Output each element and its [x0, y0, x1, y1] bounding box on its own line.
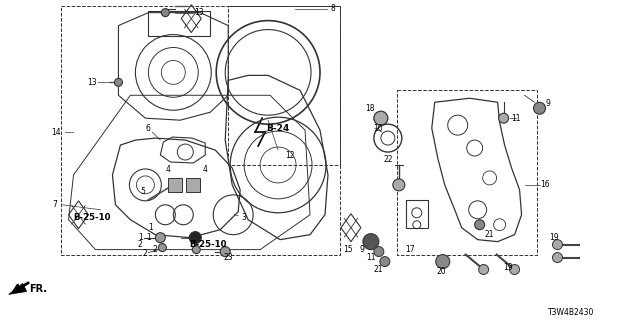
Text: B-24: B-24 — [266, 124, 290, 132]
Circle shape — [158, 244, 166, 252]
Text: 6: 6 — [146, 124, 151, 132]
Circle shape — [479, 265, 488, 275]
Text: 1: 1 — [148, 223, 153, 232]
Text: 11: 11 — [511, 114, 520, 123]
Text: 19: 19 — [550, 233, 559, 242]
Text: 11: 11 — [366, 253, 376, 262]
Text: 2: 2 — [142, 249, 147, 258]
Text: 15: 15 — [343, 245, 353, 254]
Text: B-25-10: B-25-10 — [74, 213, 111, 222]
Circle shape — [374, 247, 384, 257]
Circle shape — [552, 252, 563, 262]
Circle shape — [156, 233, 165, 243]
Circle shape — [499, 113, 509, 123]
Circle shape — [192, 246, 200, 253]
Circle shape — [509, 265, 520, 275]
Text: 17: 17 — [405, 245, 415, 254]
Circle shape — [534, 102, 545, 114]
Text: 1: 1 — [138, 233, 143, 242]
Text: 4: 4 — [203, 165, 208, 174]
Text: 9: 9 — [545, 99, 550, 108]
Text: 9: 9 — [360, 245, 364, 254]
Circle shape — [115, 78, 122, 86]
Circle shape — [393, 179, 405, 191]
Text: 2: 2 — [153, 245, 157, 254]
Text: 20: 20 — [437, 267, 447, 276]
Polygon shape — [9, 284, 27, 294]
Bar — [406, 200, 428, 228]
Circle shape — [552, 240, 563, 250]
Circle shape — [161, 9, 170, 17]
Text: 22: 22 — [383, 156, 392, 164]
Text: FR.: FR. — [29, 284, 47, 294]
Bar — [148, 11, 210, 36]
Text: 8: 8 — [331, 4, 335, 13]
Bar — [168, 178, 182, 192]
Text: 13: 13 — [195, 8, 204, 17]
Text: 21: 21 — [485, 230, 494, 239]
Circle shape — [189, 232, 201, 244]
Text: 5: 5 — [140, 188, 145, 196]
Text: 4: 4 — [166, 165, 171, 174]
Text: 14: 14 — [51, 128, 60, 137]
Circle shape — [363, 234, 379, 250]
Text: B-25-10: B-25-10 — [189, 240, 227, 249]
Text: 12: 12 — [285, 150, 295, 160]
Text: 2: 2 — [137, 240, 142, 249]
Circle shape — [374, 111, 388, 125]
Text: 13: 13 — [88, 78, 97, 87]
Text: 16: 16 — [541, 180, 550, 189]
Circle shape — [220, 247, 230, 257]
Text: 18: 18 — [365, 104, 374, 113]
Text: 1: 1 — [146, 233, 151, 242]
Text: 7: 7 — [52, 200, 57, 209]
Text: 10: 10 — [373, 124, 383, 132]
Circle shape — [380, 257, 390, 267]
Circle shape — [475, 220, 484, 230]
Text: T3W4B2430: T3W4B2430 — [548, 308, 595, 317]
Text: 23: 23 — [223, 253, 233, 262]
Circle shape — [436, 255, 450, 268]
Text: 19: 19 — [503, 263, 513, 272]
Text: 3: 3 — [242, 213, 246, 222]
Text: 21: 21 — [373, 265, 383, 274]
Bar — [186, 178, 200, 192]
